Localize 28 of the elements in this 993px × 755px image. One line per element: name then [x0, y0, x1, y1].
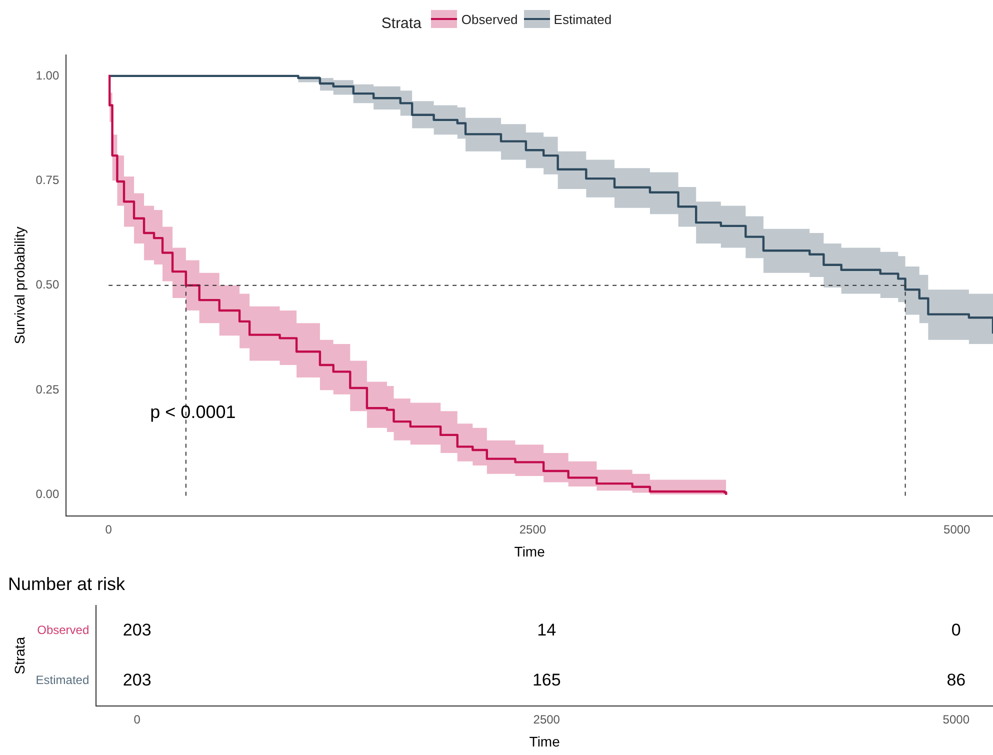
y-tick-label: 0.00	[36, 487, 60, 502]
x-tick-label: 0	[105, 522, 112, 536]
x-tick-label: 5000	[944, 522, 971, 536]
x-tick-label: 5000	[942, 712, 970, 726]
data-label: 203	[122, 620, 152, 640]
x-tick-label: 2500	[533, 712, 560, 726]
data-label: 86	[946, 670, 966, 690]
chart-title: Number at risk	[8, 574, 126, 594]
data-label: 165	[532, 670, 561, 690]
y-tick-label: 0.50	[36, 278, 60, 292]
annotation: p < 0.0001	[150, 402, 236, 422]
y-tick-label: Observed	[37, 622, 90, 637]
data-label: 0	[951, 620, 961, 640]
y-tick-label: 1.00	[36, 68, 60, 82]
data-label: 14	[537, 620, 556, 640]
y-tick-label: 0.25	[36, 382, 60, 396]
y-axis-title: Strata	[11, 636, 28, 674]
y-tick-label: 0.75	[36, 172, 60, 187]
x-axis-title: Time	[514, 543, 546, 560]
x-tick-label: 2500	[519, 522, 546, 536]
legend-label: Estimated	[554, 12, 612, 26]
legend-label: Observed	[461, 12, 518, 26]
legend-title: Strata	[381, 15, 422, 32]
y-axis-title: Survival probability	[11, 226, 28, 344]
x-tick-label: 0	[134, 712, 141, 726]
data-label: 203	[122, 670, 152, 690]
y-tick-label: Estimated	[36, 673, 90, 688]
x-axis-title: Time	[529, 733, 560, 750]
